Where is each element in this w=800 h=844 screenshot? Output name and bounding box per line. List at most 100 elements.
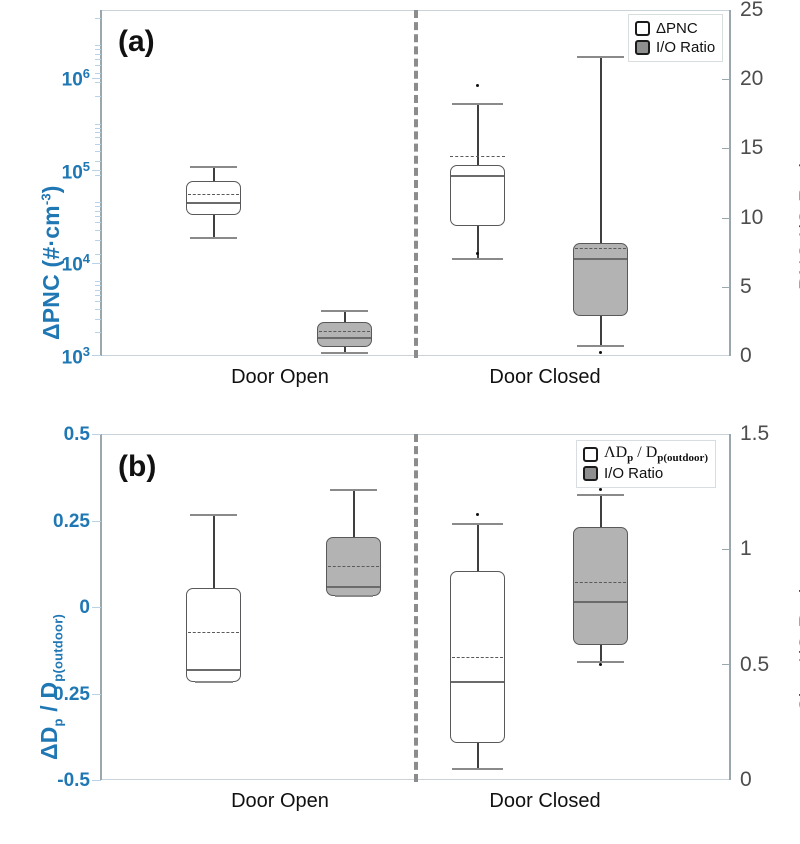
median-line xyxy=(451,681,504,683)
y-minor-tick xyxy=(95,294,101,296)
box-body xyxy=(317,322,372,347)
whisker-cap-lower xyxy=(577,345,624,347)
y-minor-tick xyxy=(95,280,101,282)
y-minor-tick xyxy=(95,285,101,286)
y-minor-tick xyxy=(95,216,101,218)
y-minor-tick xyxy=(95,318,101,320)
legend-a-item-io-ratio: I/O Ratio xyxy=(635,38,715,57)
category-label-b-door-open: Door Open xyxy=(231,790,329,812)
y2-axis-label-a: PNC I/O Ratio xyxy=(795,150,800,290)
y-major-tick-a-1e6 xyxy=(92,78,101,79)
box-body xyxy=(186,181,241,215)
y2-tick-a-0: 0 xyxy=(740,344,752,367)
y2-tick-a-15: 15 xyxy=(740,136,764,159)
y2-tick-b-0p5: 0.5 xyxy=(740,653,770,676)
y-minor-tick xyxy=(95,308,101,310)
y-tick-mark-b-neg0p25 xyxy=(92,694,101,695)
panel-b-group-divider xyxy=(414,434,418,782)
outlier-point-low xyxy=(599,663,602,666)
y-minor-tick xyxy=(95,127,101,129)
y-tick-mark-b-neg0p5 xyxy=(92,780,101,781)
y-minor-tick xyxy=(95,82,101,84)
mean-line xyxy=(450,156,505,157)
y2-tick-mark-a-5 xyxy=(722,287,730,288)
right-axis-line-b xyxy=(729,434,731,780)
legend-a-label-dpnc: ΔPNC xyxy=(656,20,698,37)
panel-a-tag: (a) xyxy=(118,25,155,58)
median-line xyxy=(327,586,380,588)
y2-tick-mark-a-15 xyxy=(722,148,730,149)
whisker-lower xyxy=(477,226,479,258)
y-minor-tick xyxy=(95,239,101,241)
y-minor-tick xyxy=(95,53,101,55)
mean-line xyxy=(328,566,379,567)
legend-b-item-size-ratio: ΛDp / Dp(outdoor) xyxy=(583,444,708,465)
legend-a-item-dpnc: ΔPNC xyxy=(635,19,715,38)
whisker-cap-lower xyxy=(452,768,503,770)
whisker-lower xyxy=(477,743,479,768)
y-minor-tick xyxy=(95,222,101,224)
left-axis-line-a xyxy=(100,10,102,356)
y-minor-tick xyxy=(95,230,101,231)
y-tick-mark-b-0 xyxy=(92,607,101,608)
mean-line xyxy=(188,632,239,633)
whisker-upper xyxy=(213,514,215,588)
y-major-tick-a-1e5 xyxy=(92,170,101,171)
right-axis-line-a xyxy=(729,10,731,356)
outlier-point-low xyxy=(476,252,479,255)
whisker-cap-lower xyxy=(190,237,237,239)
whisker-lower xyxy=(600,645,602,661)
whisker-cap-upper xyxy=(190,514,237,516)
y2-tick-mark-a-10 xyxy=(722,218,730,219)
y2-tick-b-0: 0 xyxy=(740,768,752,791)
y-tick-a-1e4: 104 xyxy=(61,251,90,276)
whisker-cap-lower xyxy=(195,681,233,683)
y-minor-tick xyxy=(95,96,101,98)
whisker-cap-upper xyxy=(577,56,624,58)
legend-b-item-io-ratio: I/O Ratio xyxy=(583,464,708,483)
y-minor-tick xyxy=(95,123,101,125)
y-minor-tick xyxy=(95,132,101,134)
outlier-point xyxy=(476,513,479,516)
median-line xyxy=(318,337,371,339)
y-tick-b-0p5: 0.5 xyxy=(63,424,90,445)
y-tick-mark-b-0p25 xyxy=(92,521,101,522)
y-minor-tick xyxy=(95,289,101,291)
legend-swatch-white-icon xyxy=(635,21,650,36)
category-label-b-door-closed: Door Closed xyxy=(489,790,601,812)
y2-tick-mark-b-1 xyxy=(722,549,730,550)
mean-line xyxy=(188,194,239,195)
category-label-a-door-open: Door Open xyxy=(231,366,329,388)
y2-axis-label-b: Size I/O Ratio xyxy=(795,576,800,712)
box-body xyxy=(186,588,241,682)
panel-a-group-divider xyxy=(414,10,418,358)
y-minor-tick xyxy=(95,58,101,60)
legend-b: ΛDp / Dp(outdoor) I/O Ratio xyxy=(576,440,717,488)
median-line xyxy=(574,258,627,260)
y2-tick-mark-b-0p5 xyxy=(722,664,730,665)
y-axis-label-a: ΔPNC (#·cm-3) xyxy=(38,185,64,340)
whisker-upper xyxy=(213,166,215,181)
y2-tick-b-1p5: 1.5 xyxy=(740,422,770,445)
whisker-upper xyxy=(600,494,602,527)
y-tick-mark-b-0p5 xyxy=(92,434,101,435)
mean-line xyxy=(575,248,626,249)
whisker-upper xyxy=(477,523,479,571)
y2-tick-mark-a-20 xyxy=(722,79,730,80)
outlier-point xyxy=(476,84,479,87)
y-tick-b-0: 0 xyxy=(79,597,90,618)
legend-a-label-io-ratio: I/O Ratio xyxy=(656,39,716,56)
whisker-cap-lower xyxy=(577,661,624,663)
mean-line xyxy=(575,582,626,583)
y2-tick-b-1: 1 xyxy=(740,537,752,560)
category-label-a-door-closed: Door Closed xyxy=(489,366,601,388)
outlier-point-high xyxy=(599,488,602,491)
whisker-cap-upper xyxy=(190,166,237,168)
median-line xyxy=(574,601,627,603)
y-major-tick-a-1e3 xyxy=(92,355,101,356)
y-minor-tick xyxy=(95,151,101,153)
whisker-cap-lower xyxy=(452,258,503,260)
whisker-lower xyxy=(600,316,602,345)
box-body xyxy=(573,527,628,645)
whisker-upper xyxy=(344,310,346,322)
